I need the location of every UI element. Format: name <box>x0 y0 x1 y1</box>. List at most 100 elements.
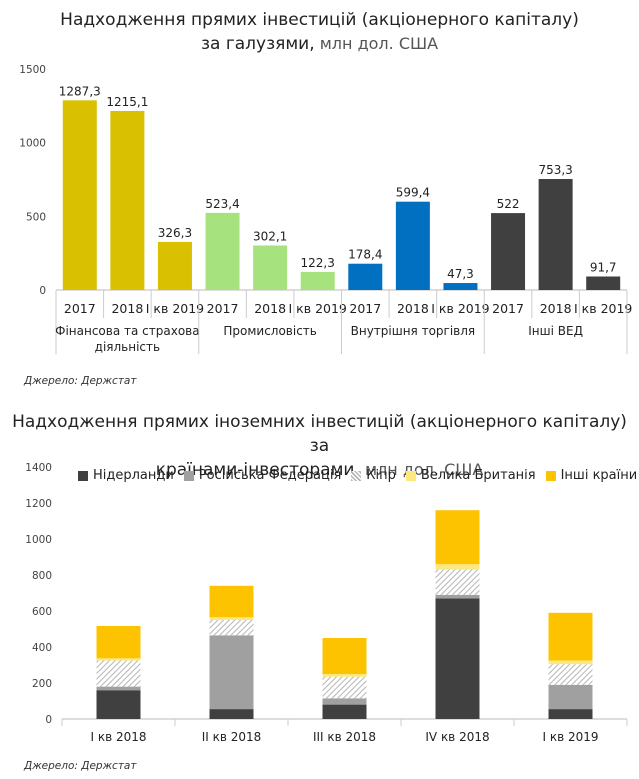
chart1-bar <box>157 241 192 290</box>
chart1-y-tick-label: 1000 <box>19 138 46 150</box>
chart1-data-label: 1215,1 <box>106 95 148 109</box>
chart1-data-label: 522 <box>497 197 520 211</box>
chart2-bar-segment <box>435 598 480 719</box>
chart1-data-label: 91,7 <box>590 260 617 274</box>
chart2-bar-segment <box>435 564 480 570</box>
chart1-data-label: 47,3 <box>447 267 474 281</box>
chart2-y-tick-label: 600 <box>32 606 52 618</box>
chart2-legend-label: Велика Британія <box>420 468 536 483</box>
chart2-bar-segment <box>209 635 254 710</box>
chart2-bar-segment <box>322 704 367 719</box>
chart2-x-tick-label: IV кв 2018 <box>425 730 489 744</box>
chart1-y-tick-label: 500 <box>26 211 46 223</box>
chart1-subtitle-light: млн дол. США <box>314 34 439 53</box>
chart2-legend-item: Російська Федерація <box>183 468 341 483</box>
chart2-bar-segment <box>209 620 254 636</box>
chart1-x-tick-label: 2018 <box>111 301 143 316</box>
chart2-source: Джерело: Держстат <box>24 760 137 772</box>
chart1-subtitle-bold: за галузями, <box>200 34 315 54</box>
chart1-group-label: діяльність <box>95 340 160 354</box>
chart2-bar-segment <box>322 698 367 705</box>
chart2-bar-segment <box>209 709 254 719</box>
chart2-bar-segment <box>96 660 141 687</box>
chart1-title: Надходження прямих інвестицій (акціонерн… <box>0 8 639 56</box>
chart1-x-tick-label: І кв 2019 <box>146 301 204 316</box>
chart2-legend-label: Нідерланди <box>93 468 174 483</box>
chart1-data-label: 523,4 <box>205 197 239 211</box>
chart1-x-tick-label: 2017 <box>349 301 381 316</box>
chart2-x-tick-label: ІІІ кв 2018 <box>313 730 376 744</box>
chart1-bar <box>110 110 145 290</box>
chart2-bar-segment <box>548 664 593 685</box>
chart1-x-tick-label: 2018 <box>540 301 572 316</box>
chart2-legend-item: Нідерланди <box>78 468 174 483</box>
chart2-y-tick-label: 400 <box>32 642 52 654</box>
chart1-bar <box>62 100 97 290</box>
chart2-title-line2: країнами-інвесторами, млн дол. США <box>0 458 639 482</box>
chart1-bar <box>491 213 526 290</box>
chart2-bar-segment <box>96 658 141 661</box>
chart2-legend-swatch <box>78 470 88 481</box>
chart1-x-tick-label: 2017 <box>492 301 524 316</box>
chart1-data-label: 599,4 <box>396 186 430 200</box>
chart2-bar-segment <box>548 684 593 710</box>
chart2-bar-segment <box>96 625 141 659</box>
chart1-group-label: Фінансова та страхова <box>55 324 199 338</box>
chart2-bar-segment <box>96 690 141 719</box>
chart2-y-tick-label: 1200 <box>25 498 52 510</box>
chart1-x-tick-label: 2018 <box>397 301 429 316</box>
chart2-bar-segment <box>96 686 141 691</box>
chart1-group-label: Внутрішня торгівля <box>351 324 476 338</box>
chart1-bar <box>443 283 478 290</box>
chart1-data-label: 1287,3 <box>59 84 101 98</box>
chart2-bar-segment <box>209 617 254 620</box>
chart1-x-tick-label: І кв 2019 <box>431 301 489 316</box>
chart2-legend: Нідерланди Російська Федерація Кіпр Велика … <box>78 468 637 483</box>
chart1-x-tick-label: І кв 2019 <box>289 301 347 316</box>
chart1-bar <box>395 201 430 290</box>
chart2-bar-segment <box>209 585 254 618</box>
chart2-legend-swatch <box>405 470 416 481</box>
chart2-bar-segment <box>548 660 593 665</box>
chart2-x-tick-label: ІІ кв 2018 <box>202 730 262 744</box>
chart2-bar-segment <box>435 510 480 565</box>
chart2-legend-swatch <box>545 470 556 481</box>
chart1-group-label: Промисловість <box>223 324 317 338</box>
chart2-bar-segment <box>435 569 480 595</box>
chart1-x-tick-label: 2017 <box>207 301 239 316</box>
chart2-subtitle-bold: країнами-інвесторами, <box>155 460 360 480</box>
chart2-x-tick-label: І кв 2018 <box>90 730 146 744</box>
chart1-title-line2: за галузями, млн дол. США <box>0 32 639 56</box>
chart2-y-tick-label: 0 <box>45 714 52 726</box>
chart2-bar-segment <box>322 674 367 677</box>
chart1-data-label: 753,3 <box>538 163 572 177</box>
chart1-data-label: 326,3 <box>158 226 192 240</box>
chart2-y-tick-label: 1400 <box>25 462 52 474</box>
chart1-data-label: 302,1 <box>253 229 287 243</box>
chart1-data-label: 178,4 <box>348 248 382 262</box>
chart2-x-tick-label: І кв 2019 <box>542 730 598 744</box>
chart2-bar-segment <box>322 676 367 699</box>
chart1-bar <box>300 271 335 290</box>
chart1-x-tick-label: 2017 <box>64 301 96 316</box>
chart1-bar <box>538 179 573 290</box>
chart2-title: Надходження прямих іноземних інвестицій … <box>0 410 639 482</box>
chart2-legend-item: Інші країни <box>545 468 637 483</box>
chart2-bar-segment <box>548 709 593 719</box>
chart1-data-label: 122,3 <box>301 256 335 270</box>
chart2-y-tick-label: 200 <box>32 678 52 690</box>
chart2-legend-swatch <box>351 470 362 481</box>
chart2-y-tick-label: 800 <box>32 570 52 582</box>
chart2-bar-segment <box>435 594 480 599</box>
chart2-bar-segment <box>548 612 593 661</box>
chart1-source: Джерело: Держстат <box>24 375 137 387</box>
chart1-bar <box>348 263 383 290</box>
chart1-y-tick-label: 0 <box>39 285 46 297</box>
chart2-legend-item: Кіпр <box>351 468 396 483</box>
chart2-legend-label: Кіпр <box>366 468 396 483</box>
chart1-bar <box>253 245 288 290</box>
chart1-bar <box>586 276 621 290</box>
chart2-subtitle-light: млн дол. США <box>359 460 484 479</box>
chart2-legend-item: Велика Британія <box>405 468 536 483</box>
